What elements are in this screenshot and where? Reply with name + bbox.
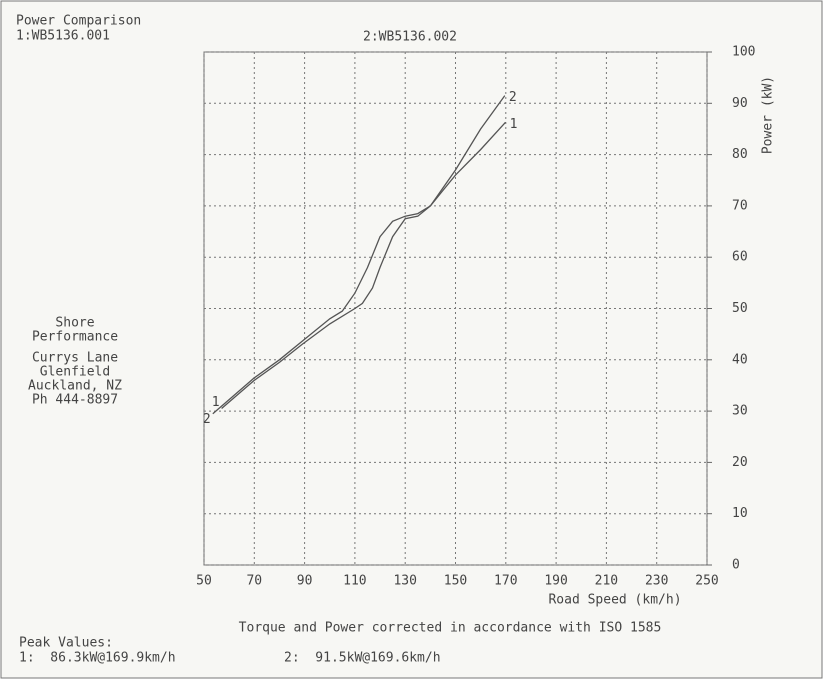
x-tick-label: 250	[695, 574, 718, 589]
shop-info: Auckland, NZ	[28, 379, 122, 394]
x-tick-label: 50	[196, 574, 212, 589]
y-tick-label: 60	[732, 250, 748, 265]
y-tick-label: 20	[732, 455, 748, 470]
y-tick-label: 50	[732, 301, 748, 316]
peak-value: 2: 91.5kW@169.6km/h	[284, 651, 441, 666]
series-line	[212, 95, 506, 415]
shop-info: Performance	[32, 330, 118, 345]
shop-info: Glenfield	[40, 365, 110, 380]
shop-info: Shore	[55, 316, 94, 331]
y-tick-label: 0	[732, 558, 740, 573]
series-label: 2	[203, 412, 211, 427]
x-tick-label: 130	[393, 574, 416, 589]
y-tick-label: 10	[732, 506, 748, 521]
x-axis-label: Road Speed (km/h)	[548, 593, 681, 608]
x-tick-label: 210	[595, 574, 618, 589]
series-label: 1	[510, 117, 518, 132]
x-tick-label: 90	[297, 574, 313, 589]
peak-title: Peak Values:	[19, 636, 113, 651]
x-tick-label: 150	[444, 574, 467, 589]
series-label: 2	[509, 90, 517, 105]
footnote: Torque and Power corrected in accordance…	[239, 621, 662, 636]
y-tick-label: 90	[732, 96, 748, 111]
y-tick-label: 70	[732, 198, 748, 213]
x-tick-label: 110	[343, 574, 366, 589]
x-tick-label: 190	[544, 574, 567, 589]
y-tick-label: 80	[732, 147, 748, 162]
shop-info: Currys Lane	[32, 351, 118, 366]
series-label: 1	[212, 395, 220, 410]
y-tick-label: 40	[732, 352, 748, 367]
x-tick-label: 70	[246, 574, 262, 589]
chart-title: Power Comparison	[16, 14, 141, 29]
file-label: 2:WB5136.002	[363, 30, 457, 45]
y-tick-label: 30	[732, 404, 748, 419]
shop-info: Ph 444-8897	[32, 393, 118, 408]
peak-value: 1: 86.3kW@169.9km/h	[19, 651, 176, 666]
x-tick-label: 230	[645, 574, 668, 589]
y-tick-label: 100	[732, 45, 755, 60]
x-tick-label: 170	[494, 574, 517, 589]
y-axis-label: Power (kW)	[761, 76, 776, 154]
series-line	[221, 121, 506, 409]
file-label: 1:WB5136.001	[16, 29, 110, 44]
